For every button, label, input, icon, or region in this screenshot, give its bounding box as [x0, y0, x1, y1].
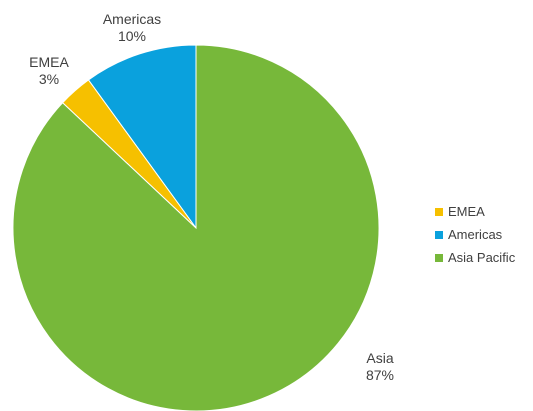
legend-swatch-americas: [435, 230, 443, 239]
legend: EMEA Americas Asia Pacific: [435, 200, 515, 269]
legend-label-emea: EMEA: [448, 204, 485, 219]
data-label-emea-value: 3%: [38, 71, 60, 87]
data-label-asia: Asia 87%: [350, 350, 410, 384]
data-label-americas: Americas 10%: [96, 11, 168, 45]
legend-swatch-emea: [435, 207, 443, 216]
legend-label-americas: Americas: [448, 227, 503, 242]
data-label-emea-name: EMEA: [29, 54, 69, 70]
legend-item-emea: EMEA: [435, 200, 515, 223]
data-label-asia-name: Asia: [366, 350, 394, 366]
data-label-asia-value: 87%: [365, 367, 395, 383]
data-label-americas-name: Americas: [102, 11, 162, 27]
data-label-emea: EMEA 3%: [24, 54, 74, 88]
legend-swatch-asia-pacific: [435, 253, 443, 262]
data-label-americas-value: 10%: [117, 28, 147, 44]
legend-label-asia-pacific: Asia Pacific: [448, 250, 516, 265]
legend-item-asia-pacific: Asia Pacific: [435, 246, 515, 269]
legend-item-americas: Americas: [435, 223, 515, 246]
slice-asia-pacific: [12, 44, 380, 411]
slice-americas: [87, 44, 197, 230]
